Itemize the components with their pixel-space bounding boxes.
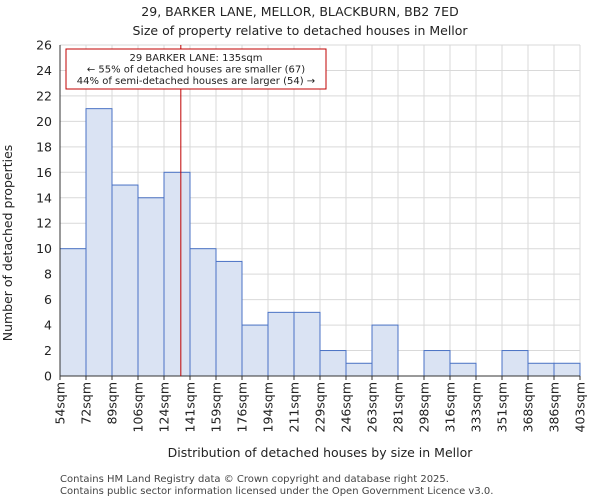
annotation-line: ← 55% of detached houses are smaller (67…	[87, 65, 305, 76]
bar	[215, 260, 243, 377]
y-tick-label: 14	[36, 190, 52, 205]
annotation-box	[65, 48, 327, 90]
bar	[319, 350, 347, 377]
x-tick-label: 333sqm	[469, 382, 484, 432]
x-tick-label: 246sqm	[339, 382, 354, 432]
y-tick-label: 12	[36, 216, 52, 231]
chart-title: 29, BARKER LANE, MELLOR, BLACKBURN, BB2 …	[141, 4, 458, 19]
y-axis-label: Number of detached properties	[0, 145, 15, 342]
footer-line-1: Contains HM Land Registry data © Crown c…	[60, 474, 449, 485]
y-tick-label: 6	[44, 292, 52, 307]
x-tick-label: 386sqm	[547, 382, 562, 432]
bar	[241, 324, 269, 377]
x-tick-label: 124sqm	[157, 382, 172, 432]
bar	[501, 350, 529, 377]
y-tick-label: 22	[36, 88, 52, 103]
bar	[553, 362, 581, 377]
bar	[449, 362, 477, 377]
axes	[59, 45, 581, 380]
annotation-line: 29 BARKER LANE: 135sqm	[130, 53, 263, 64]
y-tick-label: 4	[44, 318, 52, 333]
bar	[371, 324, 399, 377]
y-tick-label: 24	[36, 63, 52, 78]
bar	[293, 311, 321, 377]
y-tick-label: 8	[44, 267, 52, 282]
bar	[59, 248, 87, 377]
x-tick-label: 211sqm	[287, 382, 302, 432]
bar	[267, 311, 295, 377]
x-tick-label: 54sqm	[53, 382, 68, 425]
y-tick-label: 26	[36, 38, 52, 53]
bar	[111, 184, 139, 377]
y-tick-label: 2	[44, 343, 52, 358]
x-tick-label: 194sqm	[261, 382, 276, 432]
x-tick-label: 316sqm	[443, 382, 458, 432]
bar	[85, 108, 113, 377]
x-tick-label: 281sqm	[391, 382, 406, 432]
y-tick-label: 18	[36, 139, 52, 154]
x-tick-label: 106sqm	[131, 382, 146, 432]
x-tick-label: 263sqm	[365, 382, 380, 432]
x-tick-label: 229sqm	[313, 382, 328, 432]
x-tick-label: 403sqm	[573, 382, 588, 432]
x-tick-labels: 54sqm 72sqm 89sqm 106sqm 124sqm 141sqm 159sqm 1…	[53, 382, 588, 432]
bar	[345, 362, 373, 377]
chart-subtitle: Size of property relative to detached ho…	[132, 23, 468, 38]
bar	[163, 171, 191, 377]
bar	[137, 197, 165, 377]
x-tick-label: 368sqm	[521, 382, 536, 432]
x-tick-label: 72sqm	[79, 382, 94, 425]
y-tick-label: 16	[36, 165, 52, 180]
bar	[527, 362, 555, 377]
x-tick-label: 351sqm	[495, 382, 510, 432]
bar	[189, 248, 217, 377]
x-axis-label: Distribution of detached houses by size …	[168, 445, 474, 460]
annotation-line: 44% of semi-detached houses are larger (…	[77, 76, 315, 87]
footer-line-2: Contains public sector information licen…	[60, 486, 493, 497]
y-tick-label: 20	[36, 114, 52, 129]
x-tick-label: 176sqm	[235, 382, 250, 432]
bar	[423, 350, 451, 377]
x-tick-label: 298sqm	[417, 382, 432, 432]
y-tick-label: 0	[44, 369, 52, 384]
marker: 29 BARKER LANE: 135sqm← 55% of detached …	[65, 45, 327, 376]
x-tick-label: 141sqm	[183, 382, 198, 432]
y-tick-label: 10	[36, 241, 52, 256]
x-tick-label: 89sqm	[105, 382, 120, 425]
bars	[59, 108, 581, 377]
x-tick-label: 159sqm	[209, 382, 224, 432]
